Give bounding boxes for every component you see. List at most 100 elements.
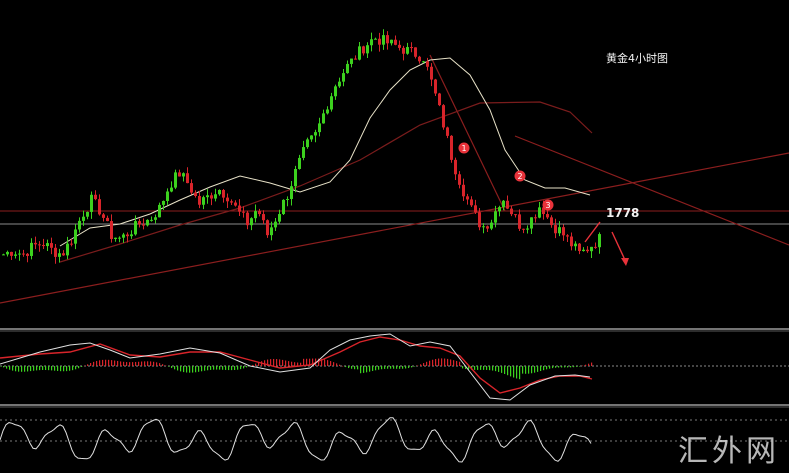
macd-histogram-bar: [165, 365, 167, 366]
macd-histogram-bar: [138, 361, 140, 366]
candle-body: [526, 228, 529, 230]
candle-body: [278, 214, 281, 222]
candle-body: [598, 234, 601, 248]
candle-body: [394, 39, 397, 45]
candle-body: [454, 159, 457, 175]
macd-histogram-bar: [558, 366, 560, 368]
candle-body: [78, 220, 81, 230]
candle-body: [386, 35, 389, 44]
candle-body: [514, 214, 517, 216]
candle-body: [310, 135, 313, 140]
candle-body: [170, 187, 173, 192]
macd-histogram-bar: [228, 366, 230, 371]
candle-body: [594, 246, 597, 248]
macd-histogram-bar: [381, 366, 383, 370]
macd-histogram-bar: [516, 366, 518, 379]
macd-panel: [0, 333, 789, 401]
macd-histogram-bar: [348, 366, 350, 369]
candle-body: [86, 211, 89, 217]
macd-histogram-bar: [534, 366, 536, 373]
candle-body: [142, 224, 145, 226]
candle-body: [466, 196, 469, 200]
macd-histogram-bar: [456, 360, 458, 366]
candle-body: [114, 237, 117, 239]
macd-histogram-bar: [234, 366, 236, 370]
macd-histogram-bar: [258, 362, 260, 366]
candle-body: [130, 234, 133, 237]
macd-histogram-bar: [510, 366, 512, 377]
macd-histogram-bar: [291, 361, 293, 366]
candle-body: [118, 237, 121, 239]
macd-histogram-bar: [243, 366, 245, 369]
macd-histogram-bar: [588, 363, 590, 366]
macd-histogram-bar: [120, 361, 122, 366]
candle-body: [442, 105, 445, 128]
candle-body: [534, 217, 537, 219]
macd-histogram-bar: [327, 360, 329, 366]
candle-body: [166, 191, 169, 201]
macd-histogram-bar: [174, 366, 176, 370]
candle-body: [186, 173, 189, 184]
candle-body: [546, 214, 549, 218]
macd-histogram-bar: [42, 366, 44, 370]
macd-histogram-bar: [417, 365, 419, 366]
oscillator-panel: [0, 417, 789, 463]
macd-histogram-bar: [285, 360, 287, 366]
macd-histogram-bar: [522, 366, 524, 374]
candle-body: [98, 199, 101, 215]
candle-body: [322, 113, 325, 124]
candle-body: [58, 253, 61, 257]
candle-body: [286, 199, 289, 201]
candle-body: [126, 234, 129, 237]
macd-histogram-bar: [312, 358, 314, 366]
macd-histogram-bar: [270, 359, 272, 366]
macd-histogram-bar: [321, 358, 323, 366]
macd-histogram-bar: [156, 362, 158, 366]
macd-histogram-bar: [213, 366, 215, 370]
candle-body: [254, 211, 257, 219]
candle-body: [162, 200, 165, 205]
macd-histogram-bar: [162, 364, 164, 366]
macd-histogram-bar: [396, 366, 398, 369]
macd-histogram-bar: [240, 366, 242, 370]
candle-body: [370, 39, 373, 46]
macd-histogram-bar: [564, 366, 566, 368]
macd-histogram-bar: [465, 366, 467, 370]
macd-histogram-bar: [93, 361, 95, 366]
macd-histogram-bar: [480, 366, 482, 370]
candle-body: [30, 242, 33, 256]
candle-body: [474, 205, 477, 213]
macd-histogram-bar: [267, 359, 269, 366]
macd-histogram-bar: [18, 366, 20, 372]
candle-body: [306, 139, 309, 148]
macd-histogram-bar: [153, 361, 155, 366]
macd-histogram-bar: [495, 366, 497, 372]
macd-histogram-bar: [195, 366, 197, 373]
candle-body: [558, 227, 561, 234]
candle-body: [426, 61, 429, 67]
candle-body: [362, 46, 365, 54]
macd-histogram-bar: [288, 361, 290, 366]
macd-histogram-bar: [375, 366, 377, 371]
macd-histogram-bar: [276, 359, 278, 366]
candle-body: [282, 199, 285, 215]
candle-body: [402, 47, 405, 54]
candle-body: [154, 217, 157, 220]
macd-histogram-bar: [555, 366, 557, 368]
macd-histogram-bar: [30, 366, 32, 372]
macd-histogram-bar: [336, 363, 338, 366]
candle-body: [578, 243, 581, 252]
candle-body: [574, 243, 577, 247]
macd-histogram-bar: [81, 366, 83, 367]
candle-body: [410, 47, 413, 49]
candle-body: [50, 243, 53, 248]
macd-histogram-bar: [570, 366, 572, 368]
candle-body: [66, 243, 69, 256]
candle-body: [570, 236, 573, 247]
falling-trendline-upper: [514, 135, 789, 246]
macd-histogram-bar: [489, 366, 491, 371]
macd-histogram-bar: [501, 366, 503, 373]
macd-histogram-bar: [549, 366, 551, 369]
macd-histogram-bar: [492, 366, 494, 371]
